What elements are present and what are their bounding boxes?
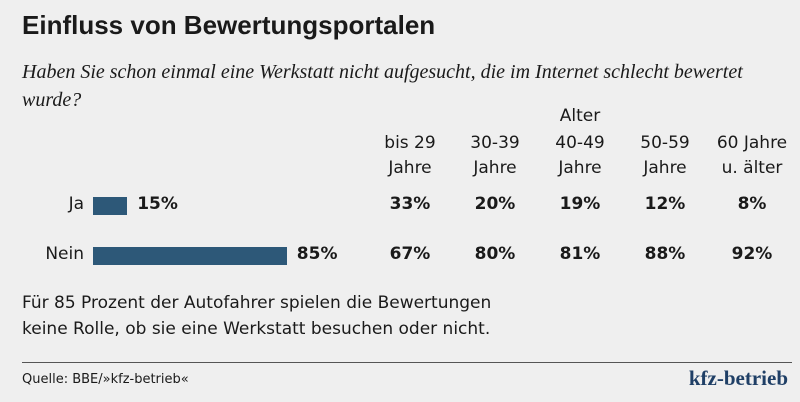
table-cell: 19%: [559, 194, 601, 214]
table-cell: 67%: [389, 244, 431, 264]
chart-title: Einfluss von Bewertungsportalen: [22, 10, 436, 40]
column-header: 60 Jahre u. älter: [716, 133, 788, 178]
table-cell: 81%: [559, 244, 601, 264]
column-header: 30-39 Jahre: [470, 133, 520, 178]
table-cell: 12%: [644, 194, 686, 214]
column-header: 50-59 Jahre: [640, 133, 690, 178]
brand: kfz-betrieb: [688, 366, 788, 390]
table-cell: 92%: [731, 244, 773, 264]
value-label: 15%: [137, 194, 178, 214]
bar: [93, 197, 128, 215]
value-label: 85%: [296, 244, 338, 264]
table-cell: 8%: [737, 194, 767, 214]
bar: [93, 247, 287, 265]
table-cell: 88%: [644, 244, 686, 264]
subtitle: Haben Sie schon einmal eine Werkstatt ni…: [22, 61, 743, 111]
category-label: Nein: [45, 244, 84, 264]
table-cell: 80%: [474, 244, 516, 264]
rule: [22, 362, 792, 363]
table-cell: 33%: [389, 194, 431, 214]
source: Quelle: BBE/»kfz-betrieb«: [22, 372, 189, 387]
category-label: Ja: [68, 194, 84, 214]
column-header: 40-49 Jahre: [555, 133, 605, 178]
column-header: bis 29 Jahre: [384, 133, 436, 178]
table-cell: 20%: [474, 194, 516, 214]
note: Für 85 Prozent der Autofahrer spielen di…: [22, 293, 492, 339]
table-header: Alter: [559, 106, 601, 126]
